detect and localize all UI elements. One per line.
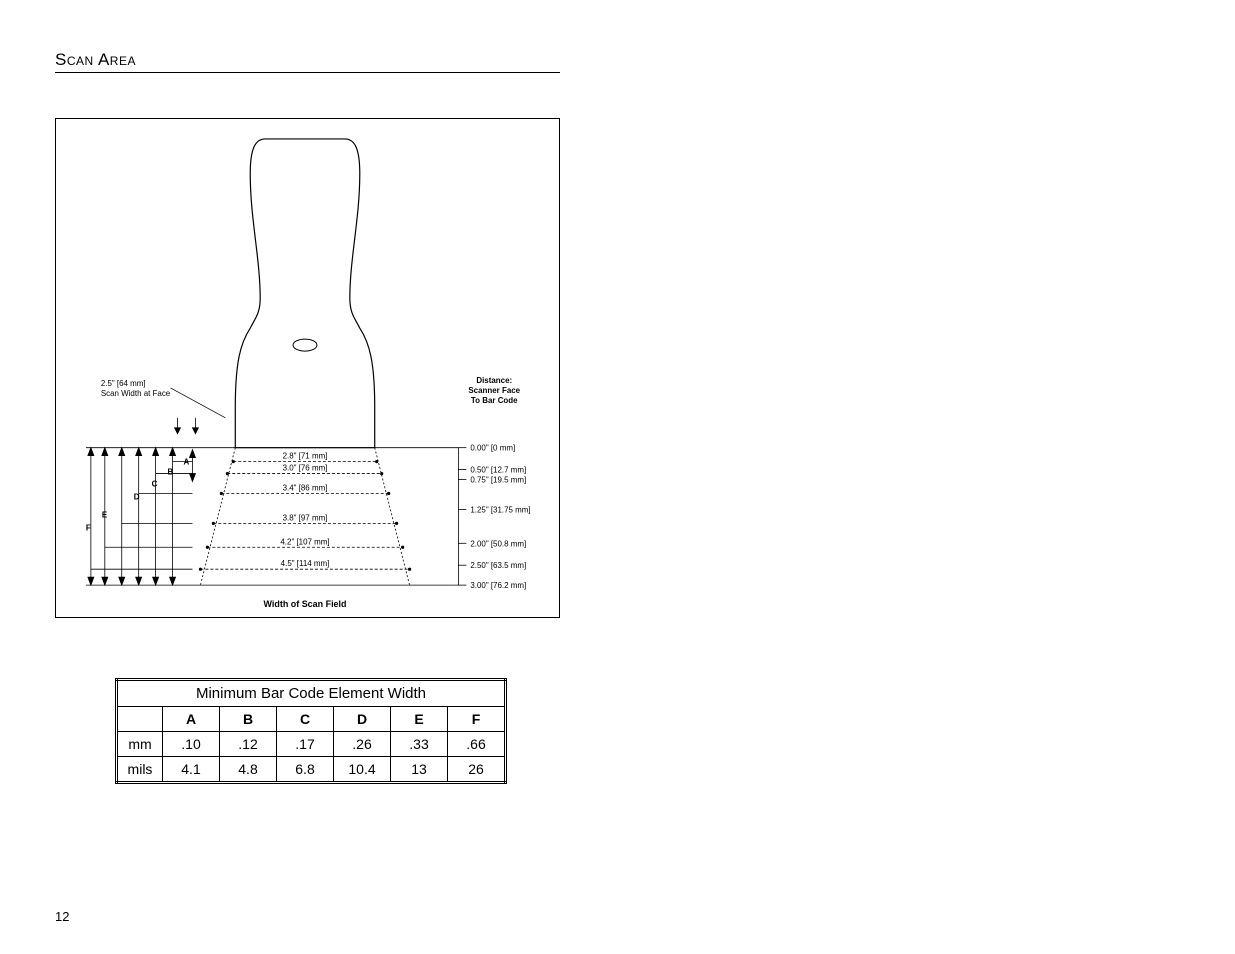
svg-text:B: B [168, 468, 174, 477]
svg-text:1.25" [31.75 mm]: 1.25" [31.75 mm] [470, 505, 530, 514]
svg-text:0.00" [0 mm]: 0.00" [0 mm] [470, 444, 515, 453]
table-cell: 13 [391, 757, 448, 783]
table-cell: 4.1 [163, 757, 220, 783]
svg-text:3.4" [86 mm]: 3.4" [86 mm] [283, 484, 328, 493]
table-cell: 6.8 [277, 757, 334, 783]
page-number: 12 [55, 909, 69, 924]
table-cell: .12 [220, 732, 277, 757]
col-D: D [334, 707, 391, 732]
scan-area-diagram: 2.5" [64 mm] Scan Width at Face Distance… [55, 118, 560, 618]
svg-text:4.2" [107 mm]: 4.2" [107 mm] [280, 537, 329, 546]
table-cell: 4.8 [220, 757, 277, 783]
col-F: F [448, 707, 506, 732]
svg-text:4.5" [114 mm]: 4.5" [114 mm] [281, 559, 330, 568]
face-width-note-l1: 2.5" [64 mm] [101, 379, 146, 388]
inner-arrow-top [189, 450, 195, 482]
section-title: Scan Area [55, 50, 560, 73]
svg-text:A: A [183, 458, 189, 467]
svg-text:2.00" [50.8 mm]: 2.00" [50.8 mm] [470, 539, 526, 548]
table-cell: .66 [448, 732, 506, 757]
svg-text:0.75" [19.5 mm]: 0.75" [19.5 mm] [470, 476, 526, 485]
table-title: Minimum Bar Code Element Width [117, 680, 506, 707]
x-axis-label: Width of Scan Field [264, 599, 347, 609]
table-cell: .10 [163, 732, 220, 757]
distance-label-l1: Distance: [476, 376, 512, 385]
face-width-note-l2: Scan Width at Face [101, 389, 171, 398]
min-bar-code-width-table: Minimum Bar Code Element Width A B C D E… [115, 678, 507, 784]
extra-dist-label: 3.00" [76.2 mm] [470, 581, 526, 590]
row-mm-label: mm [117, 732, 163, 757]
table-cell: 26 [448, 757, 506, 783]
svg-text:C: C [152, 480, 158, 489]
level-A: 2.8" [71 mm] 0.00" [0 mm] A [170, 444, 516, 585]
svg-text:2.8" [71 mm]: 2.8" [71 mm] [283, 452, 328, 461]
col-C: C [277, 707, 334, 732]
table-corner [117, 707, 163, 732]
svg-text:3.0" [76 mm]: 3.0" [76 mm] [283, 464, 328, 473]
col-E: E [391, 707, 448, 732]
svg-text:3.8" [97 mm]: 3.8" [97 mm] [283, 513, 328, 522]
col-A: A [163, 707, 220, 732]
level-C: 3.4" [86 mm] 0.75" [19.5 mm] C [136, 448, 527, 585]
scanner-outline [235, 139, 374, 448]
distance-label-l3: To Bar Code [471, 396, 518, 405]
svg-text:2.50" [63.5 mm]: 2.50" [63.5 mm] [470, 561, 526, 570]
distance-label-l2: Scanner Face [468, 386, 520, 395]
table-cell: .33 [391, 732, 448, 757]
row-mils-label: mils [117, 757, 163, 783]
svg-text:F: F [86, 523, 91, 532]
table-cell: 10.4 [334, 757, 391, 783]
scanner-button [293, 339, 317, 351]
table-cell: .26 [334, 732, 391, 757]
face-width-markers [175, 418, 199, 434]
col-B: B [220, 707, 277, 732]
svg-text:0.50" [12.7 mm]: 0.50" [12.7 mm] [470, 466, 526, 475]
table-cell: .17 [277, 732, 334, 757]
